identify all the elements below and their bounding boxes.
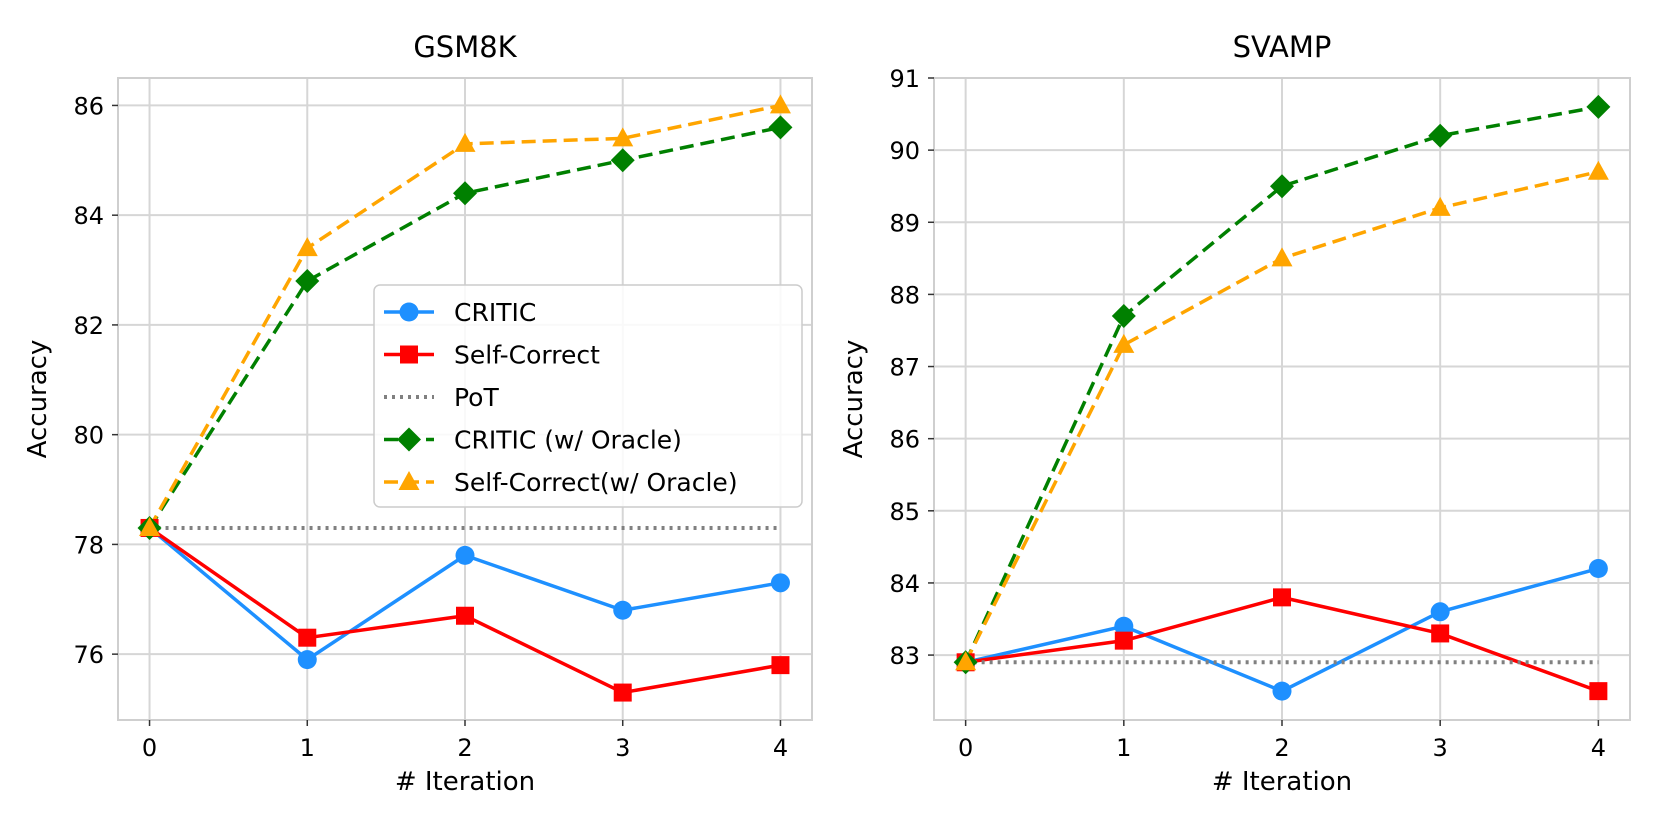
legend-label: Self-Correct(w/ Oracle) xyxy=(454,468,738,497)
critic-data-point xyxy=(770,573,790,593)
y-tick-label: 80 xyxy=(73,422,104,450)
y-tick-label: 83 xyxy=(889,642,920,670)
critic-w-oracle-data-point xyxy=(1111,304,1136,329)
x-tick-label: 1 xyxy=(1116,734,1131,762)
legend-label: PoT xyxy=(454,383,499,412)
critic-w-oracle-data-point xyxy=(1270,174,1294,199)
y-tick-label: 86 xyxy=(889,426,920,454)
self-correct-w-oracle-data-point xyxy=(454,132,476,152)
chart-title: GSM8K xyxy=(413,30,517,64)
legend-label: CRITIC xyxy=(454,298,536,327)
y-axis-label: Accuracy xyxy=(839,340,869,459)
critic-data-point xyxy=(455,545,475,565)
y-tick-label: 90 xyxy=(889,137,920,165)
critic-data-point xyxy=(297,650,317,670)
svamp-chart-panel: 0 1 2 3 4 83 84 85 86 87 88 89 90 91 SVAMP # Iteration A… xyxy=(839,30,1631,797)
self-correct-w-oracle-data-point xyxy=(1587,160,1609,180)
x-tick-label: 2 xyxy=(457,734,472,762)
legend-swatch-marker xyxy=(397,427,421,452)
y-tick-label: 88 xyxy=(889,281,920,309)
critic-w-oracle-series-line xyxy=(964,105,1599,664)
self-correct-data-point xyxy=(1273,588,1291,607)
legend-swatch-marker xyxy=(399,302,419,322)
self-correct-w-oracle-data-point xyxy=(139,516,161,536)
legend-item-critic: CRITIC xyxy=(384,298,536,327)
y-tick-label: 78 xyxy=(73,531,104,559)
critic-data-point xyxy=(613,600,633,620)
critic-w-oracle-data-point xyxy=(1428,123,1453,148)
legend-item-self-correct: Self-Correct xyxy=(384,341,600,370)
legend-box xyxy=(373,284,803,508)
self-correct-w-oracle-data-point xyxy=(1113,333,1135,353)
y-tick-label: 91 xyxy=(889,65,920,93)
self-correct-data-point xyxy=(298,628,317,647)
y-tick-label: 76 xyxy=(73,641,104,669)
self-correct-data-point xyxy=(456,606,474,625)
self-correct-data-point xyxy=(613,683,632,702)
critic-data-point xyxy=(1114,616,1134,636)
x-tick-label: 3 xyxy=(615,734,630,762)
self-correct-w-oracle-data-point xyxy=(769,94,791,114)
self-correct-w-oracle-data-point xyxy=(296,237,318,257)
y-tick-label: 86 xyxy=(73,92,104,120)
y-tick-label: 82 xyxy=(73,312,104,340)
x-tick-label: 0 xyxy=(958,734,973,762)
critic-w-oracle-data-point xyxy=(768,115,793,140)
x-tick-label: 0 xyxy=(142,734,157,762)
critic-w-oracle-data-point xyxy=(453,181,477,206)
x-axis-label: # Iteration xyxy=(1212,767,1352,797)
y-tick-label: 84 xyxy=(889,570,920,598)
critic-w-oracle-data-point xyxy=(295,269,320,294)
self-correct-w-oracle-data-point xyxy=(1271,247,1293,267)
self-correct-data-point xyxy=(771,656,790,675)
critic-data-point xyxy=(1430,602,1450,622)
gsm8k-chart-panel: 0 1 2 3 4 76 78 80 82 84 86 GSM8K # Iteration Accurac… xyxy=(23,30,813,797)
critic-w-oracle-data-point xyxy=(1586,94,1611,119)
legend-item-pot: PoT xyxy=(384,383,499,412)
self-correct-data-point xyxy=(1589,682,1608,701)
legend-swatch-marker xyxy=(398,471,420,490)
legend-swatch-marker xyxy=(400,345,418,364)
x-tick-label: 4 xyxy=(773,734,788,762)
legend-item-self-correct-w-oracle: Self-Correct(w/ Oracle) xyxy=(384,468,738,497)
self-correct-w-oracle-data-point xyxy=(1429,196,1451,216)
critic-data-point xyxy=(1588,559,1608,579)
self-correct-w-oracle-data-point xyxy=(612,127,634,147)
legend: CRITIC Self-Correct PoT CRITIC (w/ Oracle) S… xyxy=(373,284,803,508)
critic-data-point xyxy=(1272,681,1292,701)
y-tick-label: 87 xyxy=(889,354,920,382)
y-axis-label: Accuracy xyxy=(23,340,53,459)
critic-w-oracle-data-point xyxy=(610,148,635,173)
x-tick-label: 3 xyxy=(1433,734,1448,762)
self-correct-data-point xyxy=(1431,624,1450,643)
self-correct-data-point xyxy=(1114,631,1133,650)
x-tick-label: 1 xyxy=(300,734,315,762)
legend-item-critic-w-oracle: CRITIC (w/ Oracle) xyxy=(384,426,682,455)
x-tick-label: 4 xyxy=(1591,734,1606,762)
y-tick-label: 85 xyxy=(889,498,920,526)
self-correct-w-oracle-data-point xyxy=(955,651,977,671)
x-axis-label: # Iteration xyxy=(395,767,535,797)
y-tick-label: 84 xyxy=(73,202,104,230)
y-tick-label: 89 xyxy=(889,209,920,237)
legend-label: CRITIC (w/ Oracle) xyxy=(454,426,682,455)
chart-title: SVAMP xyxy=(1233,30,1332,64)
legend-label: Self-Correct xyxy=(454,341,600,370)
x-tick-label: 2 xyxy=(1274,734,1289,762)
